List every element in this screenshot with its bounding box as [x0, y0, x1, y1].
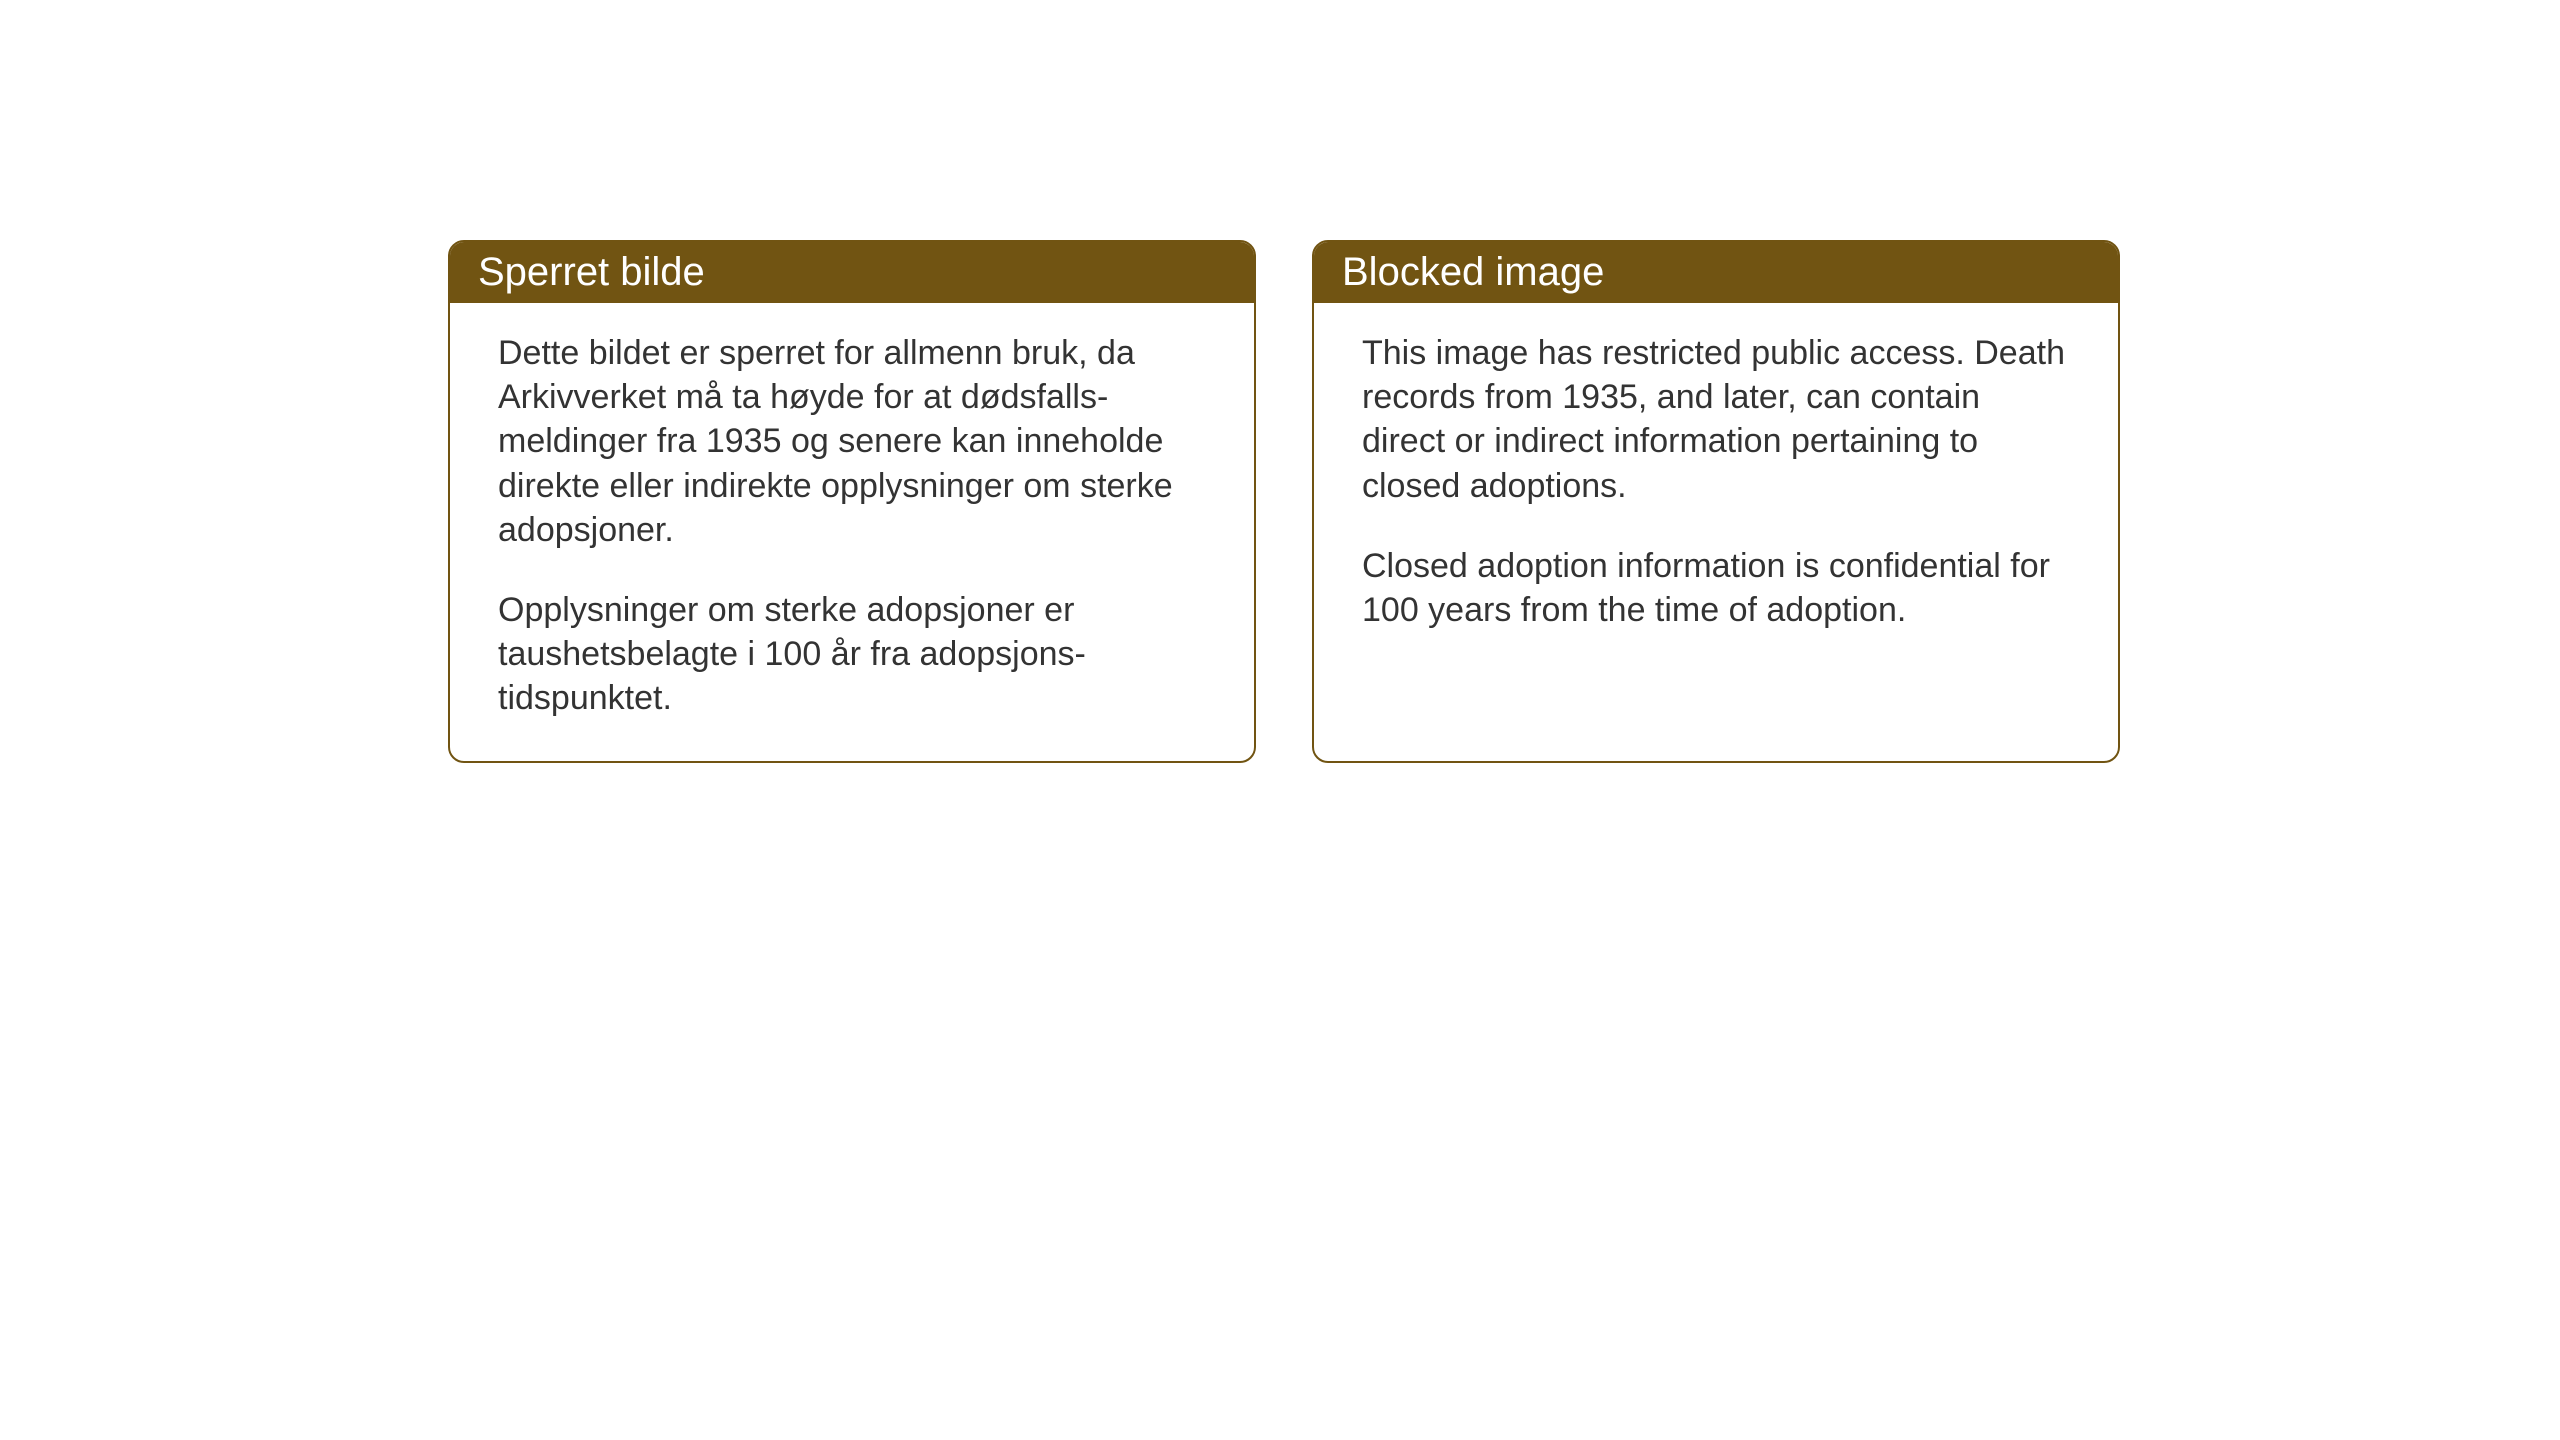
notice-card-english: Blocked image This image has restricted … [1312, 240, 2120, 763]
notice-container: Sperret bilde Dette bildet er sperret fo… [448, 240, 2120, 763]
notice-card-norwegian: Sperret bilde Dette bildet er sperret fo… [448, 240, 1256, 763]
card-body-english: This image has restricted public access.… [1314, 303, 2118, 761]
card-title-norwegian: Sperret bilde [478, 250, 705, 294]
paragraph-1-norwegian: Dette bildet er sperret for allmenn bruk… [498, 331, 1206, 552]
paragraph-2-norwegian: Opplysninger om sterke adopsjoner er tau… [498, 588, 1206, 721]
paragraph-2-english: Closed adoption information is confident… [1362, 544, 2070, 632]
card-title-english: Blocked image [1342, 250, 1604, 294]
card-body-norwegian: Dette bildet er sperret for allmenn bruk… [450, 303, 1254, 761]
card-header-english: Blocked image [1314, 242, 2118, 303]
paragraph-1-english: This image has restricted public access.… [1362, 331, 2070, 508]
card-header-norwegian: Sperret bilde [450, 242, 1254, 303]
